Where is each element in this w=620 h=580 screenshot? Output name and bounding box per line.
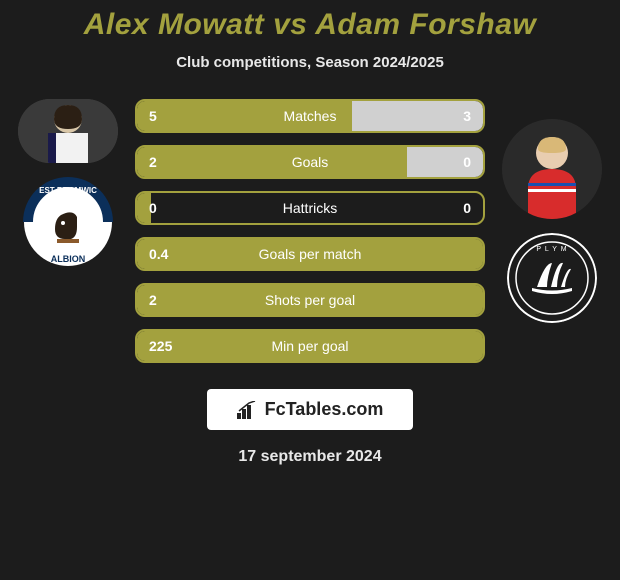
comparison-card: Alex Mowatt vs Adam Forshaw Club competi… [0,0,620,580]
stat-value-right: 3 [463,108,471,124]
stat-value-left: 5 [149,108,157,124]
footer-brand-text: FcTables.com [265,399,384,420]
player-left-avatar [18,99,118,163]
stat-label: Matches [284,108,337,124]
stat-value-left: 2 [149,154,157,170]
stat-label: Min per goal [271,338,348,354]
page-subtitle: Club competitions, Season 2024/2025 [176,54,444,71]
stat-value-left: 0 [149,200,157,216]
main-area: EST BROMWIC ALBION 5 3 Matches 2 0 Goals 0 0 Hat… [0,99,620,363]
stat-bar-left-fill [137,147,407,177]
right-player-column: P L Y M [497,99,607,323]
stat-value-right: 0 [463,200,471,216]
player-left-club-badge: EST BROMWIC ALBION [23,177,113,267]
stat-row: 0 0 Hattricks [135,191,485,225]
footer-date: 17 september 2024 [238,448,381,466]
stat-label: Shots per goal [265,292,355,308]
svg-text:ALBION: ALBION [51,254,86,264]
svg-text:P L Y M: P L Y M [536,246,567,253]
stat-label: Goals [292,154,329,170]
wba-badge-icon: EST BROMWIC ALBION [23,177,113,267]
player-right-club-badge: P L Y M [507,233,597,323]
fctables-logo-icon [237,401,259,419]
left-player-column: EST BROMWIC ALBION [13,99,123,267]
stat-label: Hattricks [283,200,337,216]
stat-row: 5 3 Matches [135,99,485,133]
stat-value-right: 0 [463,154,471,170]
stat-bar-right-fill [407,147,483,177]
footer-brand[interactable]: FcTables.com [207,389,414,430]
stat-value-left: 225 [149,338,172,354]
player-avatar-icon [18,99,118,163]
plymouth-badge-icon: P L Y M [507,233,597,323]
stat-row: 225 Min per goal [135,329,485,363]
svg-text:EST BROMWIC: EST BROMWIC [39,186,97,195]
stat-value-left: 0.4 [149,246,168,262]
player-right-avatar [502,119,602,219]
stat-row: 2 Shots per goal [135,283,485,317]
player-avatar-icon [502,119,602,219]
page-title: Alex Mowatt vs Adam Forshaw [84,8,536,42]
stat-label: Goals per match [259,246,362,262]
stat-row: 2 0 Goals [135,145,485,179]
stat-row: 0.4 Goals per match [135,237,485,271]
stat-value-left: 2 [149,292,157,308]
stats-bars: 5 3 Matches 2 0 Goals 0 0 Hattricks 0.4 Goals per … [135,99,485,363]
